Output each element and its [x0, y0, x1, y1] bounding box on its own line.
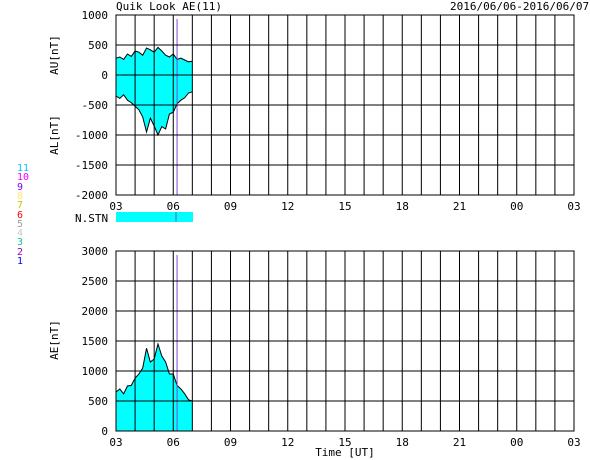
station-legend-item: 6	[17, 209, 24, 221]
station-legend-item: 9	[17, 181, 24, 193]
x-tick-label: 21	[453, 200, 466, 213]
y-tick-label: 1000	[82, 365, 109, 378]
plot-frame	[115, 250, 575, 432]
y-tick-label: -2000	[75, 189, 108, 202]
x-tick-label: 15	[338, 436, 351, 449]
x-tick-label: 18	[396, 436, 409, 449]
plot-frame	[115, 14, 575, 196]
au-axis-label: AU[nT]	[48, 35, 61, 75]
x-tick-label: 09	[224, 200, 237, 213]
nstn-label: N.STN	[75, 212, 108, 225]
x-tick-label: 03	[567, 200, 580, 213]
x-tick-label: 12	[281, 436, 294, 449]
x-tick-label: 15	[338, 200, 351, 213]
x-tick-label: 06	[167, 200, 180, 213]
x-axis-label: Time [UT]	[315, 446, 375, 459]
x-tick-label: 18	[396, 200, 409, 213]
x-tick-label: 09	[224, 436, 237, 449]
x-tick-label: 06	[167, 436, 180, 449]
y-tick-label: 3000	[82, 245, 109, 258]
y-tick-label: 1000	[82, 9, 109, 22]
nstn-bar	[116, 212, 193, 222]
station-legend-item: 5	[17, 218, 24, 230]
station-legend-item: 11	[17, 163, 30, 174]
station-legend-item: 8	[17, 190, 24, 202]
station-legend-item: 7	[17, 200, 24, 212]
station-legend-item: 4	[17, 228, 24, 240]
y-tick-label: -1000	[75, 129, 108, 142]
y-tick-label: 500	[88, 39, 108, 52]
y-tick-label: 500	[88, 395, 108, 408]
ae-axis-label: AE[nT]	[48, 320, 61, 360]
station-legend-item: 1	[17, 256, 24, 267]
chart-title: Quik Look AE(11)	[116, 0, 222, 13]
x-tick-label: 00	[510, 200, 523, 213]
x-tick-label: 03	[567, 436, 580, 449]
x-tick-label: 21	[453, 436, 466, 449]
y-tick-label: 2000	[82, 305, 109, 318]
y-tick-label: 0	[101, 69, 108, 82]
y-tick-label: -500	[82, 99, 109, 112]
al-axis-label: AL[nT]	[48, 115, 61, 155]
station-legend-item: 10	[17, 172, 30, 184]
y-tick-label: 1500	[82, 335, 109, 348]
date-range: 2016/06/06-2016/06/07	[450, 0, 590, 13]
x-tick-label: 12	[281, 200, 294, 213]
station-legend-item: 2	[17, 246, 24, 258]
y-tick-label: -1500	[75, 159, 108, 172]
x-tick-label: 03	[109, 436, 122, 449]
x-tick-label: 00	[510, 436, 523, 449]
station-legend-item: 3	[17, 237, 24, 249]
y-tick-label: 2500	[82, 275, 109, 288]
x-tick-label: 03	[109, 200, 122, 213]
y-tick-label: 0	[101, 425, 108, 438]
